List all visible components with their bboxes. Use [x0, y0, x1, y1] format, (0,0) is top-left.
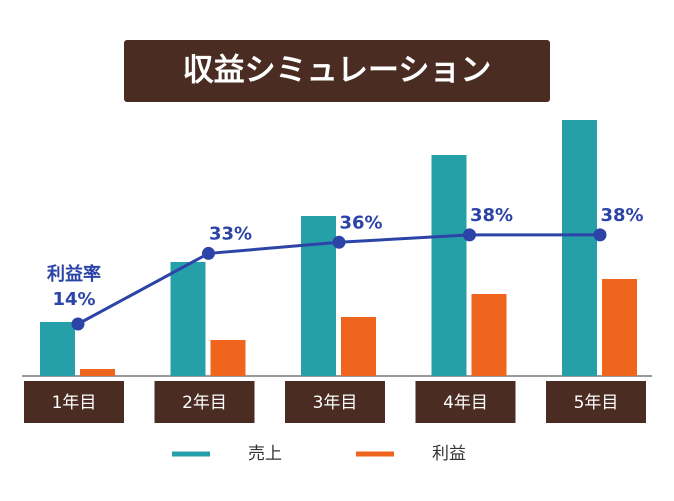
bar — [471, 294, 507, 376]
value-label: 38% — [600, 205, 643, 226]
x-tick-label: 1年目 — [52, 393, 97, 413]
category-box — [154, 381, 255, 423]
line-point — [593, 228, 607, 242]
bar — [170, 262, 206, 376]
bar — [40, 322, 75, 376]
series-label: 利益率 — [47, 263, 101, 285]
line-point — [463, 228, 476, 242]
title-box — [124, 40, 550, 102]
bar — [562, 120, 597, 376]
x-tick-label: 2年目 — [182, 393, 227, 413]
bar — [301, 216, 336, 376]
line-point — [71, 317, 85, 331]
bar — [602, 279, 637, 376]
x-tick-label: 3年目 — [313, 393, 358, 413]
x-tick-label: 5年目 — [574, 393, 619, 413]
bar — [80, 369, 115, 376]
value-label: 14% — [52, 289, 95, 310]
bar — [341, 317, 376, 376]
line-point — [332, 235, 346, 249]
value-label: 38% — [470, 205, 513, 226]
category-box — [415, 381, 516, 423]
value-label: 36% — [339, 212, 382, 233]
bar — [431, 155, 467, 376]
line-point — [202, 246, 215, 260]
legend-label: 利益 — [432, 444, 466, 464]
category-box — [285, 381, 385, 423]
bar — [210, 340, 246, 376]
x-tick-label: 4年目 — [443, 393, 488, 413]
chart-title: 収益シミュレーション — [183, 53, 492, 89]
category-box — [24, 381, 124, 423]
category-box — [546, 381, 646, 423]
legend-label: 売上 — [248, 444, 282, 464]
value-label: 33% — [209, 223, 252, 244]
